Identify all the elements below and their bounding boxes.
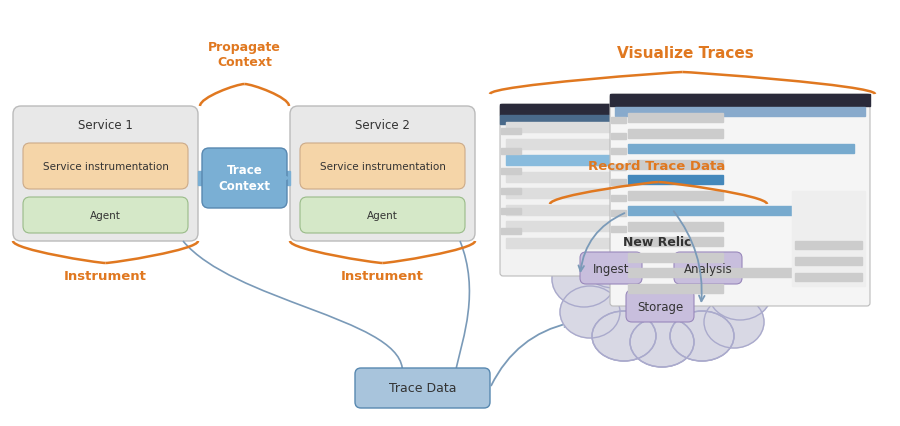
Ellipse shape bbox=[560, 286, 620, 338]
Text: Instrument: Instrument bbox=[341, 269, 424, 282]
Bar bbox=[506, 172, 694, 182]
Bar bbox=[611, 133, 626, 139]
Bar bbox=[501, 208, 521, 215]
FancyBboxPatch shape bbox=[300, 144, 465, 190]
FancyBboxPatch shape bbox=[23, 198, 188, 233]
Text: Service 2: Service 2 bbox=[356, 119, 410, 132]
Bar bbox=[628, 129, 724, 138]
Bar bbox=[611, 164, 626, 170]
Text: Record Trace Data: Record Trace Data bbox=[589, 160, 725, 173]
Text: Agent: Agent bbox=[90, 210, 121, 221]
Bar bbox=[500, 116, 700, 125]
Bar bbox=[506, 205, 694, 215]
Bar bbox=[628, 176, 724, 184]
Bar bbox=[501, 149, 521, 155]
Bar bbox=[792, 191, 865, 286]
Bar bbox=[506, 139, 694, 149]
Text: Service instrumentation: Service instrumentation bbox=[42, 161, 168, 172]
FancyBboxPatch shape bbox=[13, 107, 198, 242]
Bar bbox=[628, 114, 724, 123]
Bar bbox=[501, 169, 521, 175]
Ellipse shape bbox=[579, 225, 649, 288]
Ellipse shape bbox=[656, 218, 732, 281]
Ellipse shape bbox=[695, 239, 759, 294]
Bar bbox=[628, 284, 724, 293]
Bar bbox=[795, 257, 862, 265]
FancyBboxPatch shape bbox=[290, 107, 475, 242]
Text: Visualize Traces: Visualize Traces bbox=[616, 46, 753, 61]
Bar bbox=[628, 145, 854, 154]
Ellipse shape bbox=[612, 207, 692, 278]
Text: Trace Data: Trace Data bbox=[389, 382, 456, 394]
Bar bbox=[506, 222, 694, 231]
Ellipse shape bbox=[602, 234, 722, 334]
Bar bbox=[506, 123, 694, 132]
Bar bbox=[198, 172, 202, 186]
Ellipse shape bbox=[552, 251, 616, 307]
Text: Instrument: Instrument bbox=[64, 269, 147, 282]
Text: Propagate
Context: Propagate Context bbox=[208, 41, 281, 69]
Text: Service instrumentation: Service instrumentation bbox=[320, 161, 446, 172]
Bar bbox=[611, 180, 626, 186]
Bar bbox=[615, 108, 865, 117]
FancyBboxPatch shape bbox=[674, 253, 742, 284]
Bar bbox=[628, 222, 724, 231]
Bar bbox=[506, 238, 694, 248]
Bar bbox=[611, 195, 626, 201]
Bar bbox=[628, 268, 854, 277]
FancyBboxPatch shape bbox=[300, 198, 465, 233]
Ellipse shape bbox=[704, 296, 764, 348]
FancyBboxPatch shape bbox=[610, 95, 870, 306]
Text: Storage: Storage bbox=[637, 300, 683, 313]
Text: New Relic: New Relic bbox=[623, 236, 691, 249]
Bar bbox=[287, 172, 290, 186]
Bar bbox=[506, 189, 694, 199]
FancyBboxPatch shape bbox=[202, 149, 287, 208]
Bar bbox=[501, 189, 521, 195]
Bar bbox=[611, 226, 626, 232]
Text: Analysis: Analysis bbox=[684, 262, 733, 275]
FancyBboxPatch shape bbox=[355, 368, 490, 408]
Bar bbox=[628, 237, 724, 246]
Ellipse shape bbox=[587, 242, 687, 326]
Bar bbox=[628, 207, 854, 216]
FancyBboxPatch shape bbox=[580, 253, 642, 284]
FancyBboxPatch shape bbox=[23, 144, 188, 190]
Bar bbox=[506, 155, 694, 166]
Text: Trace
Context: Trace Context bbox=[219, 164, 271, 193]
Text: Service 1: Service 1 bbox=[78, 119, 133, 132]
Bar bbox=[628, 253, 724, 262]
Bar bbox=[628, 191, 724, 200]
Bar bbox=[611, 118, 626, 124]
Ellipse shape bbox=[670, 311, 734, 361]
FancyBboxPatch shape bbox=[500, 105, 700, 276]
Bar bbox=[501, 228, 521, 234]
Bar bbox=[611, 210, 626, 216]
Bar bbox=[795, 242, 862, 249]
Bar bbox=[628, 160, 724, 169]
Text: Ingest: Ingest bbox=[593, 262, 629, 275]
Ellipse shape bbox=[592, 311, 656, 361]
Bar bbox=[610, 95, 870, 107]
Bar bbox=[501, 129, 521, 135]
Bar bbox=[500, 105, 700, 116]
Bar bbox=[795, 273, 862, 281]
Text: Agent: Agent bbox=[367, 210, 398, 221]
Bar bbox=[611, 149, 626, 155]
Ellipse shape bbox=[708, 265, 772, 320]
Ellipse shape bbox=[637, 242, 737, 326]
FancyBboxPatch shape bbox=[626, 290, 694, 322]
Ellipse shape bbox=[630, 317, 694, 367]
